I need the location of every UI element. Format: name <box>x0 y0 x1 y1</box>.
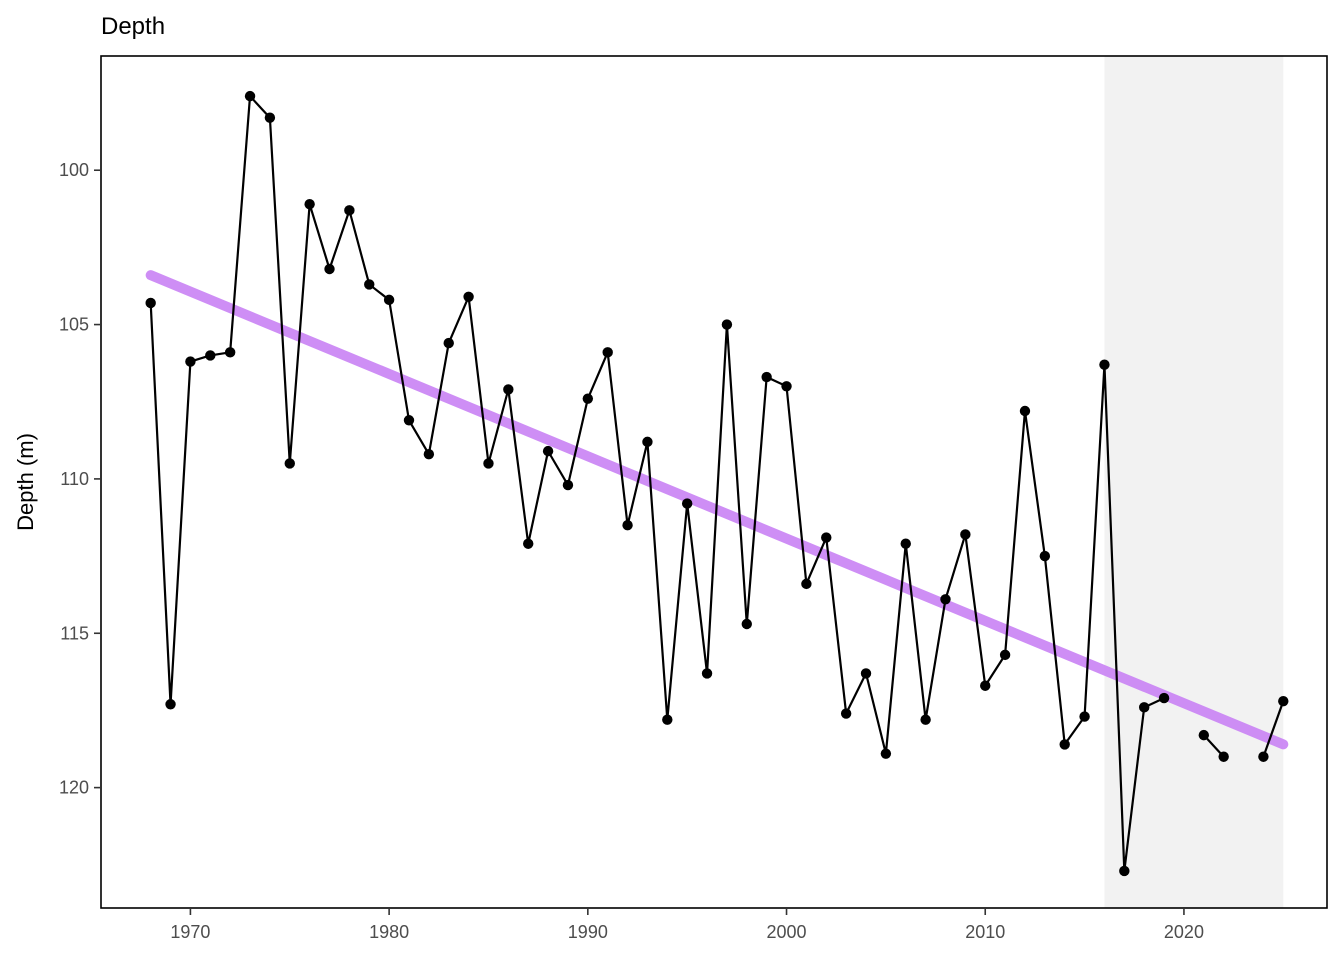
y-tick-label-115: 115 <box>60 623 89 643</box>
y-tick-label-120: 120 <box>59 778 89 798</box>
data-point-2021 <box>1198 729 1210 741</box>
data-point-1989 <box>562 479 574 491</box>
data-point-1969 <box>165 699 176 710</box>
data-point-2000 <box>781 381 792 392</box>
y-axis: 100 105 110 115 120 <box>59 160 101 798</box>
panel-border <box>100 55 1328 909</box>
data-point-1985 <box>483 458 494 469</box>
chart-title: Depth <box>101 13 165 40</box>
data-point-2009 <box>960 529 971 540</box>
data-point-2005 <box>880 748 892 759</box>
data-point-1999 <box>761 371 772 383</box>
data-point-2004 <box>860 668 872 679</box>
data-point-1971 <box>205 350 216 361</box>
x-tick-label-2020: 2020 <box>1164 922 1204 942</box>
data-point-1979 <box>364 279 375 290</box>
plot-background <box>1104 56 1284 908</box>
data-point-1976 <box>304 198 315 210</box>
data-point-1988 <box>542 445 554 457</box>
data-point-1972 <box>224 347 236 358</box>
data-point-2018 <box>1138 702 1150 713</box>
data-point-2013 <box>1039 550 1051 562</box>
x-axis: 1970 1980 1990 2000 2010 2020 <box>170 908 1204 942</box>
data-point-1995 <box>681 498 693 509</box>
series-line-segment <box>149 95 1165 873</box>
data-point-1977 <box>324 263 335 275</box>
data-point-1987 <box>523 538 534 549</box>
data-point-1970 <box>185 356 196 367</box>
shaded-region <box>1104 56 1284 908</box>
data-point-2022 <box>1218 751 1229 762</box>
data-point-1968 <box>145 297 156 309</box>
data-point-1973 <box>244 90 256 102</box>
data-point-1974 <box>264 112 276 123</box>
data-point-1982 <box>423 449 435 460</box>
data-point-2001 <box>801 578 812 590</box>
y-tick-label-100: 100 <box>59 160 89 180</box>
x-tick-label-1990: 1990 <box>568 922 608 942</box>
data-point-2016 <box>1099 359 1110 370</box>
data-point-1984 <box>463 291 474 302</box>
y-tick-label-105: 105 <box>59 315 89 335</box>
data-point-2002 <box>821 532 832 543</box>
data-point-1978 <box>344 205 355 216</box>
x-tick-label-2010: 2010 <box>965 922 1005 942</box>
data-point-2014 <box>1059 739 1070 750</box>
data-point-1980 <box>383 294 395 306</box>
series-points-layer <box>145 90 1289 877</box>
x-tick-label-2000: 2000 <box>767 922 807 942</box>
data-point-1994 <box>662 714 673 725</box>
data-point-2015 <box>1079 711 1090 722</box>
data-point-2019 <box>1158 692 1170 704</box>
data-point-1981 <box>403 415 415 426</box>
y-tick-label-110: 110 <box>60 469 89 489</box>
data-point-1991 <box>602 347 613 358</box>
data-point-2007 <box>920 714 931 725</box>
data-point-2010 <box>980 680 991 691</box>
data-point-1975 <box>284 458 295 469</box>
data-point-1996 <box>701 668 713 679</box>
data-point-2011 <box>999 649 1011 661</box>
data-point-2008 <box>940 594 951 605</box>
data-point-1992 <box>622 520 633 531</box>
data-point-1998 <box>741 618 752 630</box>
data-point-1986 <box>503 384 514 395</box>
data-point-2025 <box>1278 695 1289 707</box>
data-point-2012 <box>1019 405 1031 417</box>
data-point-1990 <box>582 393 594 404</box>
data-point-1997 <box>721 319 733 330</box>
data-point-2024 <box>1258 751 1269 762</box>
data-point-1983 <box>443 337 454 349</box>
x-tick-label-1970: 1970 <box>170 922 210 942</box>
data-point-1993 <box>642 436 653 448</box>
data-point-2017 <box>1119 865 1130 877</box>
y-axis-title: Depth (m) <box>13 433 38 531</box>
data-point-2006 <box>900 538 911 549</box>
series-line-segment <box>1262 700 1285 758</box>
data-point-2003 <box>840 708 852 719</box>
x-tick-label-1980: 1980 <box>369 922 409 942</box>
